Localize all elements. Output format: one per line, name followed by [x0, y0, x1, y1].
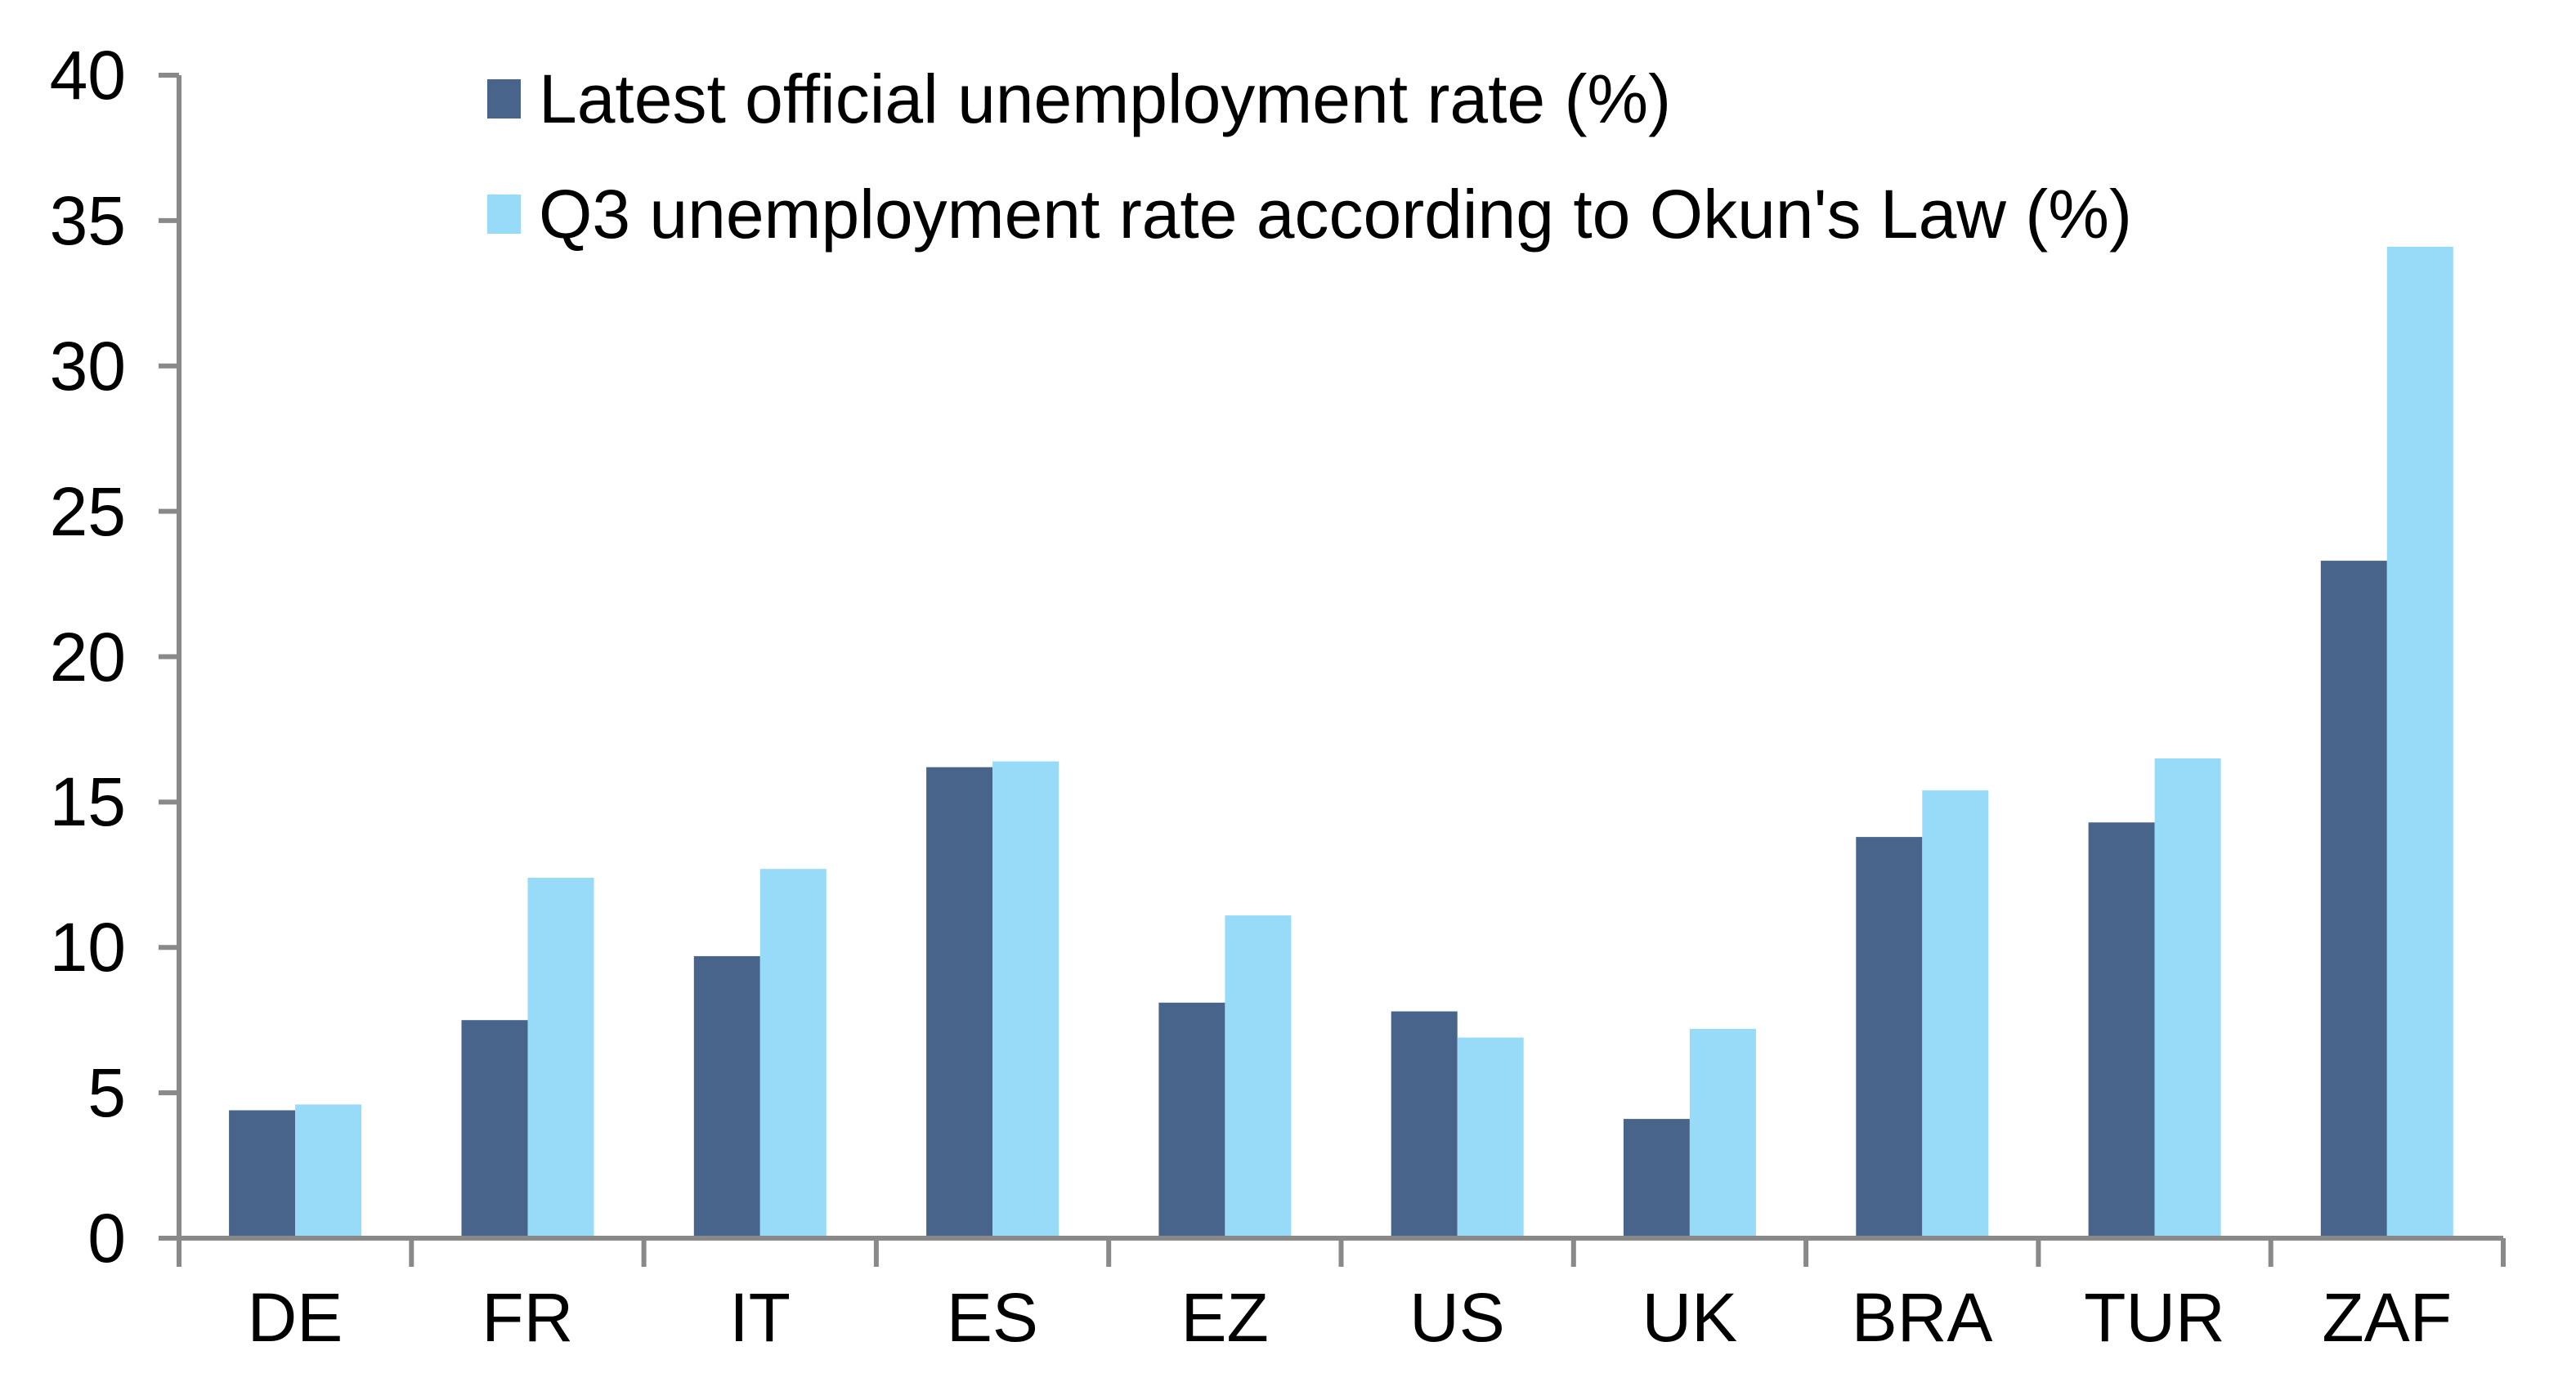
bar-it-series-1 — [759, 869, 827, 1238]
y-tick-label-30: 30 — [49, 327, 126, 405]
bar-us-series-1 — [1457, 1037, 1524, 1238]
x-tick-label-ez: EZ — [1180, 1279, 1269, 1356]
bar-de-series-1 — [295, 1104, 362, 1238]
bar-bra-series-1 — [1922, 790, 1989, 1238]
y-tick-label-40: 40 — [49, 37, 126, 114]
legend-item-official: Latest official unemployment rate (%) — [487, 60, 1671, 138]
bar-de-series-0 — [229, 1110, 296, 1238]
x-tick-label-bra: BRA — [1851, 1279, 1993, 1356]
legend-label-okun: Q3 unemployment rate according to Okun's… — [539, 176, 2132, 253]
y-tick-label-0: 0 — [87, 1200, 126, 1277]
y-tick-label-15: 15 — [49, 763, 126, 841]
x-tick-label-us: US — [1409, 1279, 1505, 1356]
x-tick-label-zaf: ZAF — [2322, 1279, 2453, 1356]
legend-label-official: Latest official unemployment rate (%) — [539, 60, 1672, 137]
x-tick-label-fr: FR — [482, 1279, 574, 1356]
bar-zaf-series-1 — [2386, 246, 2453, 1238]
bar-it-series-0 — [693, 955, 760, 1238]
x-tick-label-tur: TUR — [2084, 1279, 2225, 1356]
bar-bra-series-0 — [1856, 837, 1923, 1238]
bar-zaf-series-0 — [2320, 561, 2387, 1238]
bar-tur-series-0 — [2088, 822, 2155, 1238]
bar-fr-series-0 — [461, 1020, 528, 1238]
legend-item-okun: Q3 unemployment rate according to Okun's… — [487, 175, 2132, 253]
bar-es-series-1 — [992, 761, 1060, 1238]
y-tick-label-35: 35 — [49, 181, 126, 259]
legend-swatch-okun — [487, 195, 521, 234]
x-tick-label-de: DE — [247, 1279, 343, 1356]
bar-uk-series-1 — [1689, 1028, 1756, 1238]
y-tick-label-20: 20 — [49, 618, 126, 696]
bar-tur-series-1 — [2154, 758, 2221, 1238]
legend-swatch-official — [487, 79, 521, 119]
y-tick-label-5: 5 — [87, 1054, 126, 1132]
x-tick-label-uk: UK — [1642, 1279, 1738, 1356]
y-tick-label-25: 25 — [49, 472, 126, 550]
bar-fr-series-1 — [527, 877, 594, 1238]
x-tick-label-es: ES — [946, 1279, 1038, 1356]
bar-us-series-0 — [1391, 1011, 1458, 1238]
y-tick-label-10: 10 — [49, 909, 126, 986]
bar-es-series-0 — [926, 767, 993, 1238]
bar-ez-series-0 — [1158, 1002, 1225, 1238]
x-tick-label-it: IT — [729, 1279, 791, 1356]
bar-ez-series-1 — [1225, 915, 1292, 1238]
bar-uk-series-0 — [1623, 1119, 1690, 1238]
